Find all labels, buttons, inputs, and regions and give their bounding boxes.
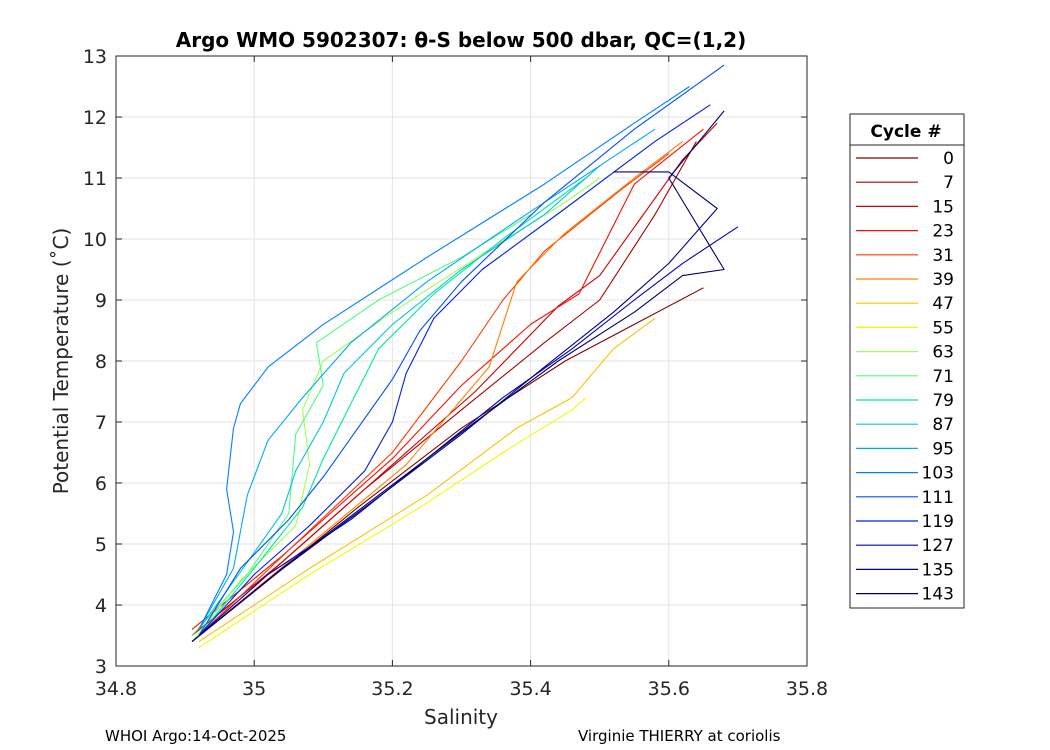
- y-tick-label: 9: [95, 290, 107, 312]
- chart-title: Argo WMO 5902307: θ-S below 500 dbar, QC…: [176, 28, 746, 52]
- legend-label-cycle-135: 135: [922, 560, 954, 580]
- legend-label-cycle-127: 127: [922, 536, 954, 556]
- footer-left: WHOI Argo:14-Oct-2025: [105, 727, 286, 745]
- footer-right: Virginie THIERRY at coriolis: [578, 727, 781, 745]
- x-axis-label: Salinity: [424, 705, 498, 729]
- legend-label-cycle-143: 143: [922, 585, 954, 605]
- y-tick-label: 4: [95, 595, 107, 617]
- y-tick-label: 6: [95, 473, 107, 495]
- x-tick-label: 35: [242, 678, 266, 700]
- series-line-cycle-39: [198, 140, 683, 636]
- y-tick-label: 7: [95, 412, 107, 434]
- legend-box: [849, 113, 965, 609]
- series-line-cycle-127: [198, 226, 739, 636]
- y-tick-label: 3: [95, 656, 107, 678]
- legend-label-cycle-47: 47: [932, 294, 954, 314]
- y-tick-label: 8: [95, 351, 107, 373]
- x-tick-label: 35.2: [371, 678, 413, 700]
- legend-label-cycle-103: 103: [922, 464, 954, 484]
- x-tick-label: 35.4: [509, 678, 551, 700]
- legend-label-cycle-95: 95: [932, 439, 954, 459]
- series-line-cycle-111: [198, 64, 725, 636]
- series-line-cycle-55: [198, 397, 587, 649]
- y-tick-label: 12: [83, 107, 107, 129]
- series-line-cycle-71: [191, 214, 531, 636]
- legend-label-cycle-79: 79: [932, 391, 954, 411]
- y-axis-ticks: 3 4 5 6 7 8 9 10 11 12 13: [83, 46, 807, 678]
- legend-label-cycle-23: 23: [932, 222, 954, 242]
- y-tick-label: 10: [83, 229, 107, 251]
- legend-label-cycle-7: 7: [943, 173, 954, 193]
- legend-label-cycle-87: 87: [932, 415, 954, 435]
- legend-label-cycle-119: 119: [922, 512, 954, 532]
- y-tick-label: 5: [95, 534, 107, 556]
- x-axis-ticks: 34.8 35 35.2 35.4 35.6 35.8: [95, 56, 828, 700]
- series-line-cycle-31: [198, 153, 670, 636]
- series-line-cycle-95: [198, 128, 656, 630]
- y-axis-label: Potential Temperature (˚C): [49, 228, 73, 495]
- legend-label-cycle-31: 31: [932, 246, 954, 266]
- x-tick-label: 34.8: [95, 678, 137, 700]
- series-line-cycle-135: [191, 171, 718, 643]
- legend-entries: 0 7 15 23 31 39 47 55 63 71 79 87 95 103 111 119 127 135 1…: [856, 149, 954, 605]
- x-tick-label: 35.6: [648, 678, 690, 700]
- y-tick-label: 13: [83, 46, 107, 68]
- legend-label-cycle-15: 15: [932, 197, 954, 217]
- series-line-cycle-119: [198, 104, 711, 636]
- legend-label-cycle-111: 111: [922, 488, 954, 508]
- legend-label-cycle-71: 71: [932, 367, 954, 387]
- series-layer: [191, 64, 739, 649]
- legend-label-cycle-39: 39: [932, 270, 954, 290]
- series-line-cycle-103: [198, 86, 690, 630]
- x-tick-label: 35.8: [786, 678, 828, 700]
- legend: Cycle # 0 7 15 23 31 39 47 55 63 71 79 87 95 103 111 11…: [849, 113, 965, 609]
- y-tick-label: 11: [83, 168, 107, 190]
- legend-title: Cycle #: [870, 122, 941, 142]
- legend-label-cycle-0: 0: [943, 149, 954, 169]
- series-line-cycle-143: [191, 110, 725, 643]
- series-line-cycle-47: [198, 317, 656, 643]
- legend-label-cycle-55: 55: [932, 318, 954, 338]
- legend-label-cycle-63: 63: [932, 343, 954, 363]
